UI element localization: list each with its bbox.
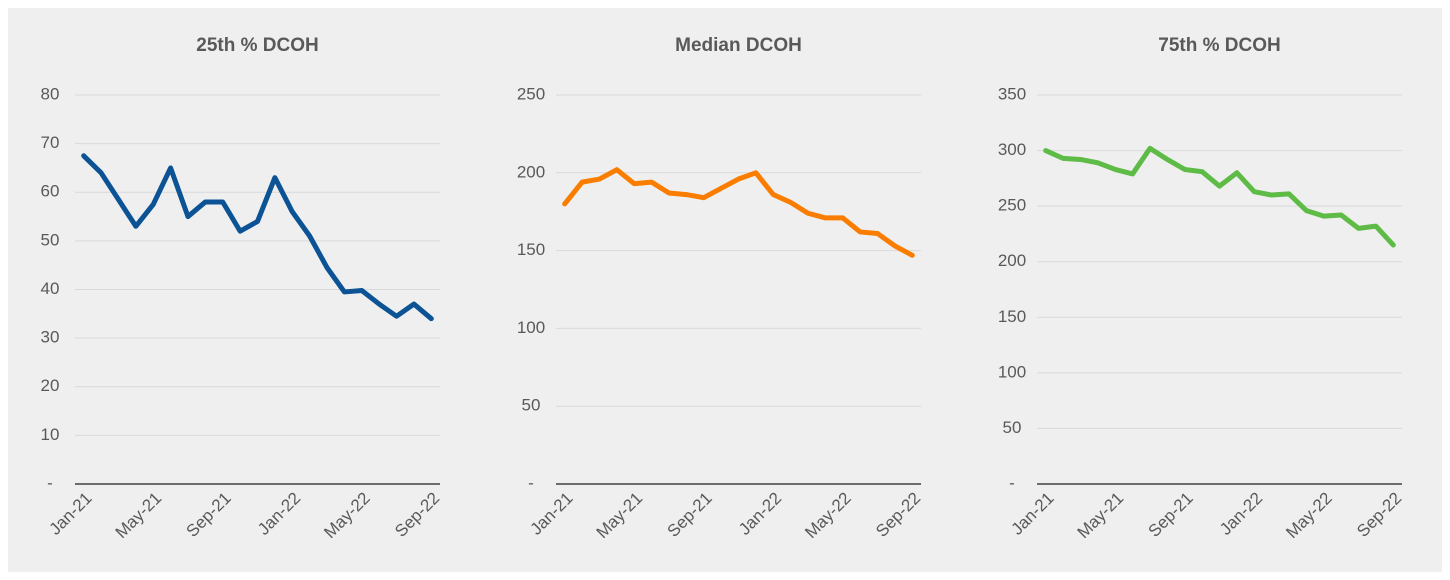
y-tick-label: 150 <box>517 240 545 259</box>
y-tick-label: 50 <box>1003 418 1022 437</box>
y-tick-label: 250 <box>517 84 545 103</box>
data-line <box>81 153 434 322</box>
y-tick-label: 40 <box>41 279 60 298</box>
y-tick-label: 100 <box>517 318 545 337</box>
y-tick-label: 300 <box>998 140 1026 159</box>
y-tick-label: - <box>528 473 534 492</box>
y-tick-label: 80 <box>41 84 60 103</box>
y-tick-label: 60 <box>41 182 60 201</box>
y-tick-label: 50 <box>522 396 541 415</box>
data-line <box>1043 145 1396 248</box>
y-tick-label: - <box>1009 473 1015 492</box>
y-tick-label: 200 <box>998 251 1026 270</box>
y-tick-label: 150 <box>998 307 1026 326</box>
y-tick-label: 350 <box>998 84 1026 103</box>
y-tick-label: 200 <box>517 162 545 181</box>
y-tick-label: 250 <box>998 196 1026 215</box>
chart-title: 75th % DCOH <box>1158 35 1280 56</box>
y-tick-label: 100 <box>998 362 1026 381</box>
y-tick-label: 10 <box>41 425 60 444</box>
chart-title: Median DCOH <box>675 35 802 56</box>
chart-title: 25th % DCOH <box>196 35 318 56</box>
y-tick-label: 20 <box>41 376 60 395</box>
y-tick-label: 70 <box>41 133 60 152</box>
y-tick-label: 30 <box>41 328 60 347</box>
data-line <box>562 167 915 258</box>
y-tick-label: 50 <box>41 230 60 249</box>
y-tick-label: - <box>47 473 53 492</box>
